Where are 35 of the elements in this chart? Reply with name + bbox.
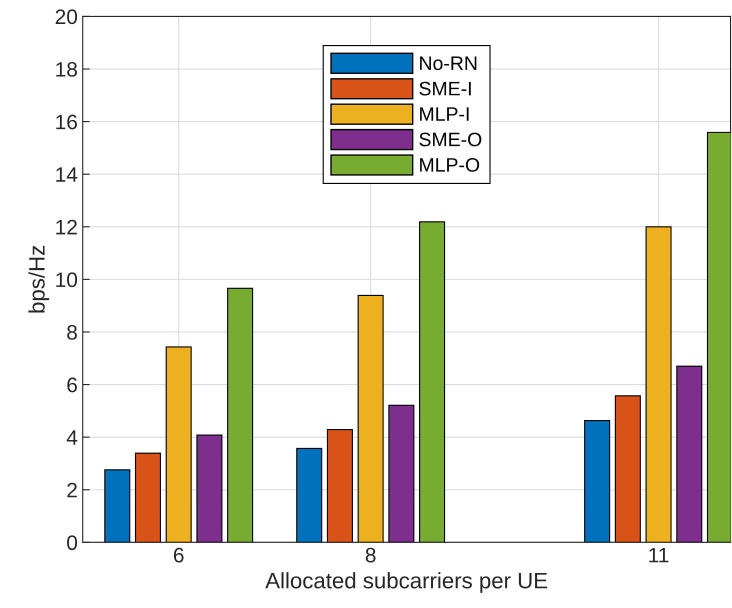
y-tick-label: 2 <box>67 482 77 498</box>
y-tick-label: 16 <box>56 114 77 130</box>
bar <box>646 226 672 542</box>
y-axis-title: bps/Hz <box>28 246 50 313</box>
bar <box>326 428 353 542</box>
y-tick-label: 4 <box>66 430 78 445</box>
y-tick-label: 12 <box>56 220 77 234</box>
legend-label: MLP-O <box>420 158 480 172</box>
legend-label: No-RN <box>420 56 476 70</box>
legend-label: MLP-I <box>420 107 469 121</box>
bar <box>227 288 254 542</box>
bar <box>584 420 610 542</box>
bar <box>388 404 414 542</box>
y-tick-label: 6 <box>67 378 77 392</box>
legend-label: SME-I <box>419 82 471 96</box>
bar <box>676 366 702 542</box>
bar <box>614 395 641 542</box>
x-tick-label: 11 <box>649 548 668 562</box>
x-tick-label: 6 <box>174 548 184 562</box>
bar <box>104 469 130 542</box>
y-tick-label: 14 <box>56 167 78 182</box>
x-axis-title: Allocated subcarriers per UE <box>265 572 548 593</box>
bar <box>134 452 162 542</box>
legend-label: SME-O <box>419 132 482 146</box>
y-tick-label: 20 <box>56 9 78 24</box>
x-tick-label: 8 <box>366 548 376 562</box>
bar <box>358 294 384 542</box>
bar <box>296 448 322 542</box>
bar <box>196 434 222 542</box>
y-tick-label: 0 <box>67 535 78 550</box>
bar <box>166 346 192 542</box>
bar <box>419 221 446 542</box>
y-tick-label: 8 <box>67 324 77 340</box>
y-tick-label: 18 <box>56 62 77 77</box>
y-tick-label: 10 <box>56 272 78 288</box>
